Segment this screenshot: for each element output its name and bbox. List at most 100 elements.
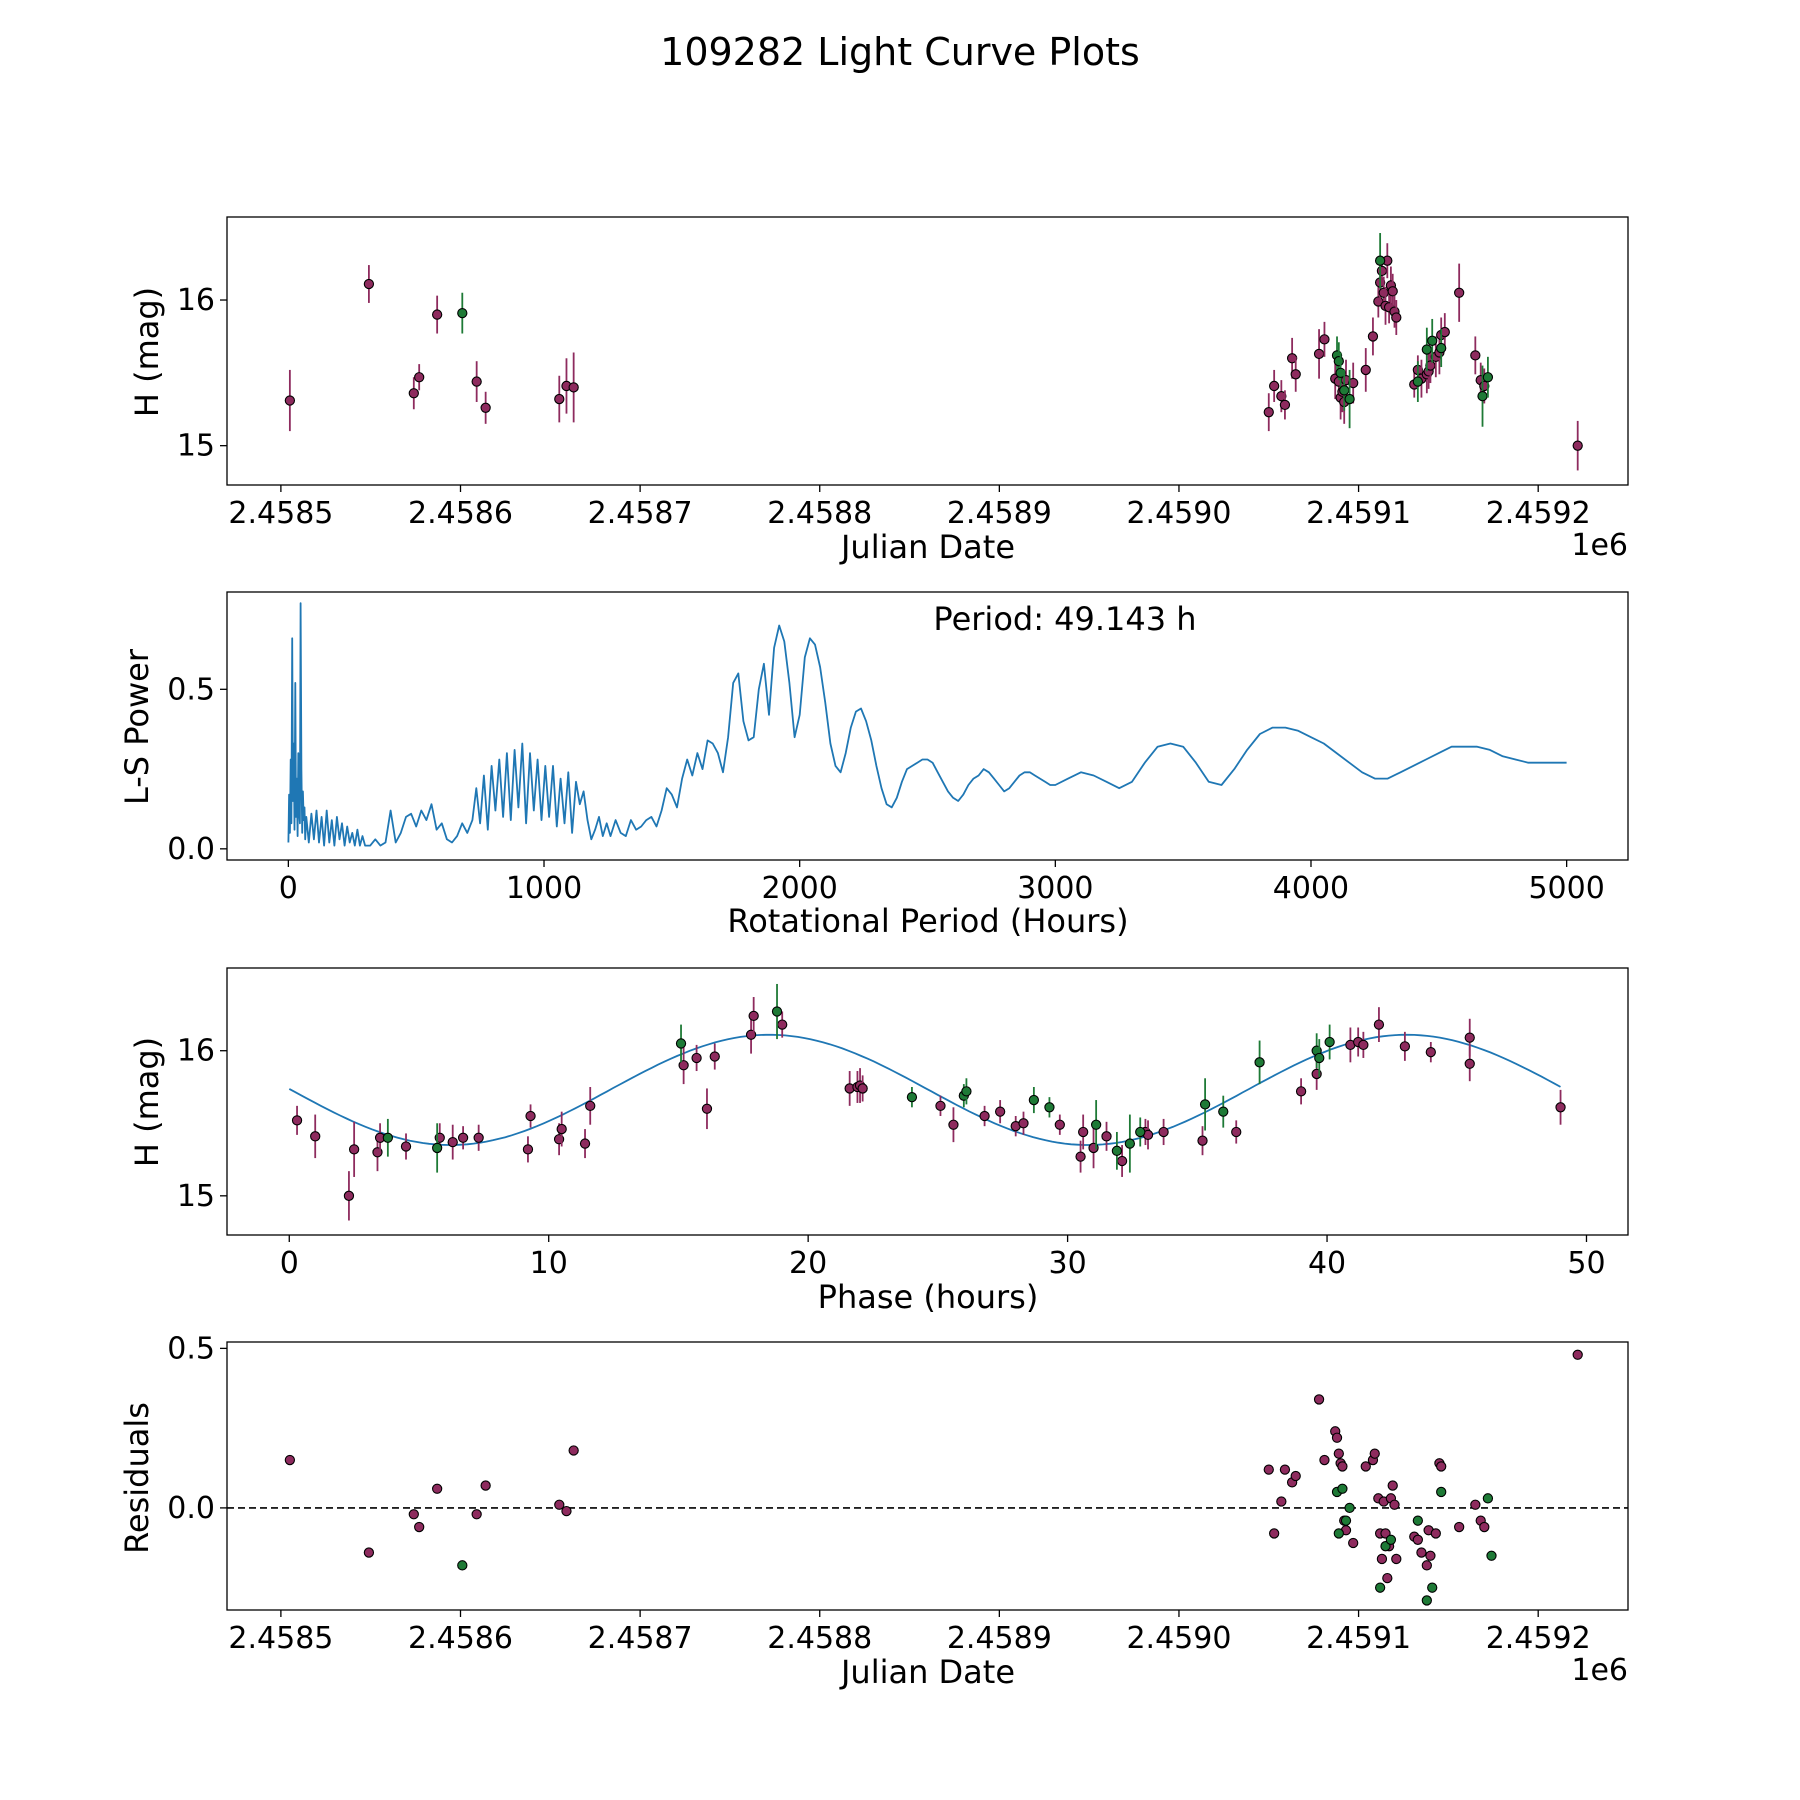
residuals-data-point bbox=[561, 1505, 572, 1517]
residuals-xtick-label: 2.4589 bbox=[947, 1621, 1052, 1656]
periodogram-ylabel: L-S Power bbox=[118, 648, 156, 805]
periodogram-ytick-label: 0.5 bbox=[167, 672, 215, 707]
phased-data-point bbox=[1464, 1058, 1475, 1069]
residuals-data-point bbox=[1376, 1553, 1388, 1565]
phased-data-point bbox=[1373, 1019, 1385, 1030]
lightcurve-data-point bbox=[1470, 350, 1481, 361]
phased-data-point bbox=[1078, 1126, 1089, 1138]
residuals-data-point bbox=[1436, 1461, 1447, 1472]
phased-data-point bbox=[1197, 1135, 1208, 1146]
residuals-data-point bbox=[1333, 1448, 1344, 1459]
phased-ytick-label: 16 bbox=[177, 1034, 215, 1069]
phased-xtick-label: 30 bbox=[1049, 1246, 1087, 1281]
lightcurve-data-point bbox=[1436, 342, 1447, 354]
phased-data-point bbox=[310, 1131, 321, 1142]
lightcurve-data-point bbox=[554, 393, 565, 405]
lightcurve-xtick-label: 2.4592 bbox=[1486, 496, 1591, 531]
phased-data-point bbox=[457, 1132, 469, 1143]
lightcurve-data-point bbox=[1335, 367, 1346, 378]
residuals-data-point bbox=[1290, 1470, 1301, 1482]
phased-data-point bbox=[1218, 1106, 1229, 1117]
residuals-data-point bbox=[1387, 1480, 1398, 1491]
phased-data-point bbox=[585, 1100, 596, 1112]
phased-ylabel: H (mag) bbox=[128, 1037, 166, 1167]
phased-data-point bbox=[1555, 1102, 1566, 1113]
phased-xtick-label: 20 bbox=[789, 1246, 827, 1281]
lightcurve-data-point bbox=[1286, 353, 1298, 364]
residuals-data-point bbox=[408, 1509, 419, 1520]
phased-data-point bbox=[935, 1100, 946, 1112]
periodogram-xtick-label: 1000 bbox=[506, 871, 582, 906]
residuals-data-point bbox=[1382, 1572, 1393, 1584]
residuals-data-point bbox=[471, 1509, 482, 1520]
lightcurve-data-point bbox=[1572, 440, 1583, 451]
residuals-data-point bbox=[1319, 1454, 1330, 1466]
lightcurve-data-point bbox=[1454, 287, 1465, 298]
residuals-data-point bbox=[1425, 1550, 1436, 1561]
lightcurve-data-point bbox=[1367, 331, 1379, 342]
residuals-plot-area: 2.4585 2.4586 2.4587 2.4588 2.4589 2.4590 2.45… bbox=[167, 1331, 1629, 1656]
phased-data-point bbox=[1358, 1039, 1369, 1051]
residuals-data-point bbox=[1348, 1537, 1359, 1549]
lightcurve-offset-label: 1e6 bbox=[1571, 528, 1628, 563]
lightcurve-data-point bbox=[1387, 286, 1398, 297]
lightcurve-data-point bbox=[1374, 255, 1386, 266]
phased-data-point bbox=[579, 1138, 591, 1149]
phased-xtick-label: 50 bbox=[1567, 1246, 1605, 1281]
residuals-xtick-label: 2.4587 bbox=[588, 1621, 693, 1656]
phased-data-point bbox=[1116, 1155, 1128, 1167]
phased-data-point bbox=[948, 1119, 959, 1130]
lightcurve-data-point bbox=[1344, 393, 1355, 405]
residuals-xtick-label: 2.4590 bbox=[1126, 1621, 1231, 1656]
residuals-data-point bbox=[1470, 1499, 1481, 1510]
periodogram-xtick-label: 4000 bbox=[1273, 871, 1349, 906]
periodogram-xlabel: Rotational Period (Hours) bbox=[727, 902, 1128, 940]
residuals-data-point bbox=[1263, 1464, 1274, 1475]
lightcurve-xtick-label: 2.4591 bbox=[1306, 496, 1411, 531]
residuals-data-point bbox=[1340, 1515, 1352, 1526]
phased-xlabel: Phase (hours) bbox=[818, 1278, 1039, 1316]
phased-data-point bbox=[525, 1110, 536, 1122]
lightcurve-data-point bbox=[1339, 385, 1350, 396]
lightcurve-data-point bbox=[1279, 399, 1291, 411]
phased-data-point bbox=[1054, 1119, 1065, 1130]
residuals-data-point bbox=[1374, 1582, 1386, 1593]
phased-data-point bbox=[691, 1052, 702, 1064]
lightcurve-data-point bbox=[363, 278, 375, 290]
lightcurve-data-point bbox=[1348, 377, 1359, 389]
phased-xtick-label: 10 bbox=[530, 1246, 568, 1281]
phased-data-point bbox=[1018, 1118, 1029, 1129]
lightcurve-data-point bbox=[1412, 376, 1423, 387]
residuals-axes-frame bbox=[226, 1341, 1629, 1611]
residuals-data-point bbox=[1479, 1521, 1490, 1533]
residuals-data-point bbox=[1430, 1528, 1441, 1539]
residuals-data-point bbox=[1331, 1432, 1343, 1443]
phased-data-point bbox=[1324, 1036, 1335, 1048]
lightcurve-data-point bbox=[1477, 391, 1488, 402]
phased-data-point bbox=[343, 1190, 355, 1201]
residuals-data-point bbox=[1385, 1534, 1397, 1545]
lightcurve-data-point bbox=[1421, 344, 1432, 355]
residuals-data-point bbox=[1436, 1486, 1447, 1498]
residuals-data-point bbox=[1391, 1553, 1402, 1565]
phased-data-point bbox=[979, 1110, 990, 1122]
residuals-data-point bbox=[363, 1547, 375, 1558]
phased-data-point bbox=[556, 1123, 567, 1135]
residuals-offset-label: 1e6 bbox=[1571, 1653, 1628, 1688]
lightcurve-panel: Julian Date H (mag) 1e6 2.4585 2.4586 2.45… bbox=[128, 216, 1629, 566]
phased-data-point bbox=[400, 1141, 412, 1152]
periodogram-ytick-label: 0.0 bbox=[167, 832, 215, 867]
phased-panel: Phase (hours) H (mag) 0 10 20 30 40 50 15 16 bbox=[128, 967, 1629, 1316]
residuals-data-point bbox=[554, 1499, 565, 1510]
residuals-data-point bbox=[1421, 1560, 1432, 1571]
phased-data-point bbox=[906, 1091, 918, 1103]
phased-data-point bbox=[1231, 1126, 1242, 1138]
phased-data-point bbox=[1199, 1099, 1211, 1110]
residuals-ytick-label: 0.0 bbox=[167, 1491, 215, 1526]
residuals-xtick-label: 2.4591 bbox=[1306, 1621, 1411, 1656]
residuals-data-point bbox=[1269, 1528, 1280, 1539]
lightcurve-data-point bbox=[457, 307, 468, 319]
lightcurve-data-point bbox=[568, 382, 579, 393]
phased-data-point bbox=[1090, 1119, 1102, 1130]
phased-xtick-label: 0 bbox=[280, 1246, 299, 1281]
